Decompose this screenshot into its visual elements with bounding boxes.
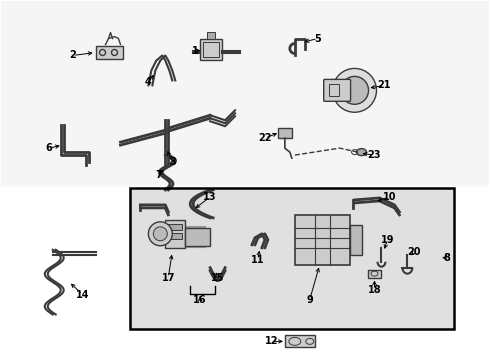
Bar [285, 336, 315, 347]
Text: 13: 13 [203, 192, 217, 202]
Bar [203, 41, 219, 58]
Text: 19: 19 [381, 235, 394, 245]
Bar [96, 45, 123, 59]
Text: 1: 1 [192, 45, 198, 55]
Bar [200, 39, 222, 60]
Text: 22: 22 [258, 133, 271, 143]
Bar [168, 224, 182, 230]
Text: 20: 20 [408, 247, 421, 257]
Text: 16: 16 [194, 294, 207, 305]
Bar [1, 1, 489, 185]
Bar [329, 84, 339, 96]
Circle shape [333, 68, 376, 112]
Circle shape [148, 222, 172, 246]
Text: 3: 3 [169, 157, 175, 167]
Text: 7: 7 [155, 170, 162, 180]
Text: 6: 6 [46, 143, 52, 153]
Text: 21: 21 [378, 80, 391, 90]
Text: 4: 4 [145, 77, 152, 87]
Text: 14: 14 [76, 289, 89, 300]
Text: 11: 11 [251, 255, 265, 265]
Text: 18: 18 [368, 284, 381, 294]
Bar [130, 188, 454, 329]
Text: 5: 5 [315, 33, 321, 44]
Circle shape [153, 227, 167, 241]
Bar [278, 128, 292, 138]
Bar [349, 225, 362, 255]
Bar [207, 32, 215, 39]
Bar [165, 220, 185, 248]
Ellipse shape [357, 149, 367, 156]
FancyBboxPatch shape [324, 80, 350, 101]
Bar [185, 228, 210, 246]
Text: 2: 2 [69, 50, 76, 60]
Bar [130, 188, 454, 329]
Bar [295, 215, 349, 265]
Text: 17: 17 [162, 273, 175, 283]
Text: 10: 10 [383, 192, 396, 202]
Text: 8: 8 [444, 253, 451, 263]
Text: 15: 15 [211, 273, 225, 283]
Text: 9: 9 [306, 294, 313, 305]
Text: 12: 12 [265, 336, 279, 346]
Circle shape [341, 76, 368, 104]
Bar [168, 233, 182, 239]
Bar [368, 270, 382, 278]
Text: 23: 23 [368, 150, 381, 160]
